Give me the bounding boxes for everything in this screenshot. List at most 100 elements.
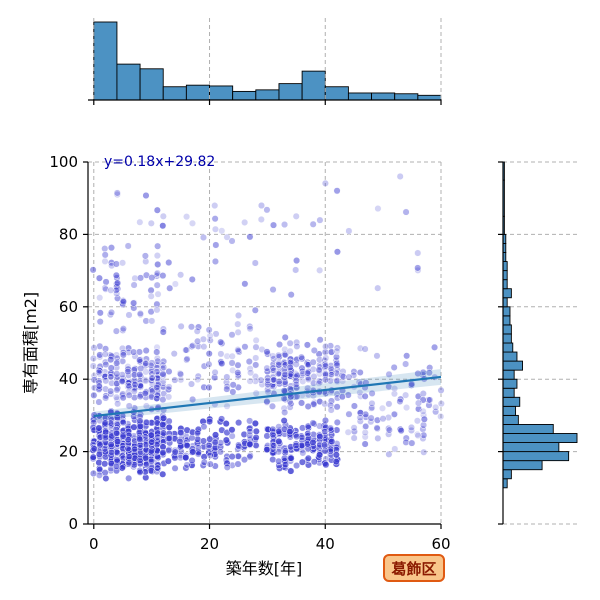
- scatter-point: [142, 317, 150, 325]
- top-histogram-bar: [232, 90, 257, 101]
- scatter-point: [304, 402, 312, 410]
- scatter-point: [367, 414, 375, 422]
- scatter-point: [124, 445, 132, 453]
- scatter-point: [118, 377, 126, 385]
- scatter-point: [286, 363, 294, 371]
- scatter-point: [90, 391, 98, 399]
- right-histogram-bar: [502, 351, 518, 362]
- scatter-point: [113, 386, 121, 394]
- right-histogram-bar: [502, 297, 508, 308]
- scatter-point: [257, 215, 265, 224]
- scatter-point: [432, 403, 440, 411]
- scatter-point: [414, 249, 422, 257]
- scatter-point: [114, 279, 122, 287]
- scatter-point: [222, 420, 230, 428]
- scatter-point: [96, 309, 104, 317]
- scatter-point: [142, 377, 150, 385]
- scatter-point: [136, 356, 144, 364]
- scatter-point: [89, 266, 97, 274]
- scatter-point: [95, 368, 103, 376]
- scatter-point: [298, 458, 306, 466]
- scatter-point: [356, 389, 364, 397]
- scatter-point: [263, 206, 271, 214]
- scatter-point: [177, 428, 185, 437]
- scatter-point: [114, 438, 122, 446]
- scatter-point: [108, 262, 116, 270]
- scatter-point: [280, 373, 288, 382]
- scatter-point: [200, 383, 208, 391]
- scatter-point: [148, 274, 156, 282]
- right-histogram-bar: [502, 333, 512, 344]
- regression-confidence-band: [93, 368, 441, 421]
- scatter-point: [246, 428, 254, 436]
- scatter-point: [280, 417, 288, 425]
- scatter-point: [216, 448, 224, 456]
- scatter-point: [119, 259, 127, 267]
- scatter-point: [183, 441, 191, 450]
- scatter-point: [153, 206, 161, 214]
- scatter-point: [269, 352, 277, 360]
- scatter-point: [130, 393, 139, 402]
- scatter-point: [321, 428, 329, 436]
- scatter-point: [218, 359, 226, 368]
- scatter-point: [142, 191, 150, 200]
- scatter-point: [385, 400, 393, 408]
- scatter-point: [119, 298, 127, 306]
- scatter-point: [131, 352, 139, 360]
- scatter-point: [89, 469, 98, 478]
- scatter-point: [321, 348, 329, 356]
- scatter-point: [147, 308, 155, 316]
- scatter-point: [361, 433, 369, 441]
- scatter-point: [229, 388, 237, 396]
- scatter-point: [293, 433, 301, 441]
- scatter-point: [228, 359, 236, 367]
- scatter-point: [257, 201, 266, 210]
- scatter-point: [234, 460, 242, 468]
- scatter-point: [101, 419, 109, 427]
- scatter-point: [182, 346, 190, 354]
- scatter-point: [159, 328, 167, 336]
- scatter-point: [223, 459, 231, 467]
- top-histogram-bar: [185, 84, 210, 101]
- scatter-point: [211, 431, 220, 439]
- scatter-point: [373, 416, 381, 424]
- scatter-point: [293, 342, 301, 350]
- scatter-point: [281, 461, 290, 469]
- scatter-point: [177, 322, 185, 330]
- scatter-point: [193, 429, 202, 437]
- scatter-point: [160, 414, 168, 422]
- scatter-point: [183, 355, 191, 363]
- scatter-point: [292, 212, 300, 220]
- scatter-point: [385, 450, 393, 458]
- scatter-point: [188, 275, 196, 283]
- scatter-point: [414, 264, 422, 272]
- scatter-point: [217, 338, 225, 346]
- scatter-point: [107, 286, 115, 294]
- scatter-point: [333, 248, 341, 256]
- scatter-point: [268, 402, 277, 410]
- right-histogram-bar: [502, 469, 512, 480]
- scatter-point: [171, 464, 179, 472]
- x-tick-label: 60: [431, 535, 450, 553]
- scatter-point: [437, 412, 445, 421]
- scatter-point: [367, 404, 376, 413]
- scatter-point: [159, 212, 167, 220]
- scatter-point: [269, 431, 277, 439]
- scatter-point: [142, 359, 150, 367]
- scatter-point: [309, 358, 317, 366]
- scatter-point: [177, 271, 185, 279]
- scatter-point: [321, 360, 329, 368]
- scatter-point: [112, 260, 120, 268]
- scatter-point: [252, 389, 260, 397]
- right-histogram-bar: [502, 451, 570, 462]
- scatter-point: [379, 415, 387, 423]
- scatter-point: [182, 453, 190, 462]
- scatter-point: [263, 348, 271, 356]
- scatter-point: [189, 342, 197, 350]
- scatter-point: [252, 354, 260, 362]
- scatter-point: [194, 376, 202, 384]
- right-histogram-bar: [502, 261, 508, 272]
- scatter-point: [101, 257, 109, 265]
- scatter-point: [333, 418, 341, 426]
